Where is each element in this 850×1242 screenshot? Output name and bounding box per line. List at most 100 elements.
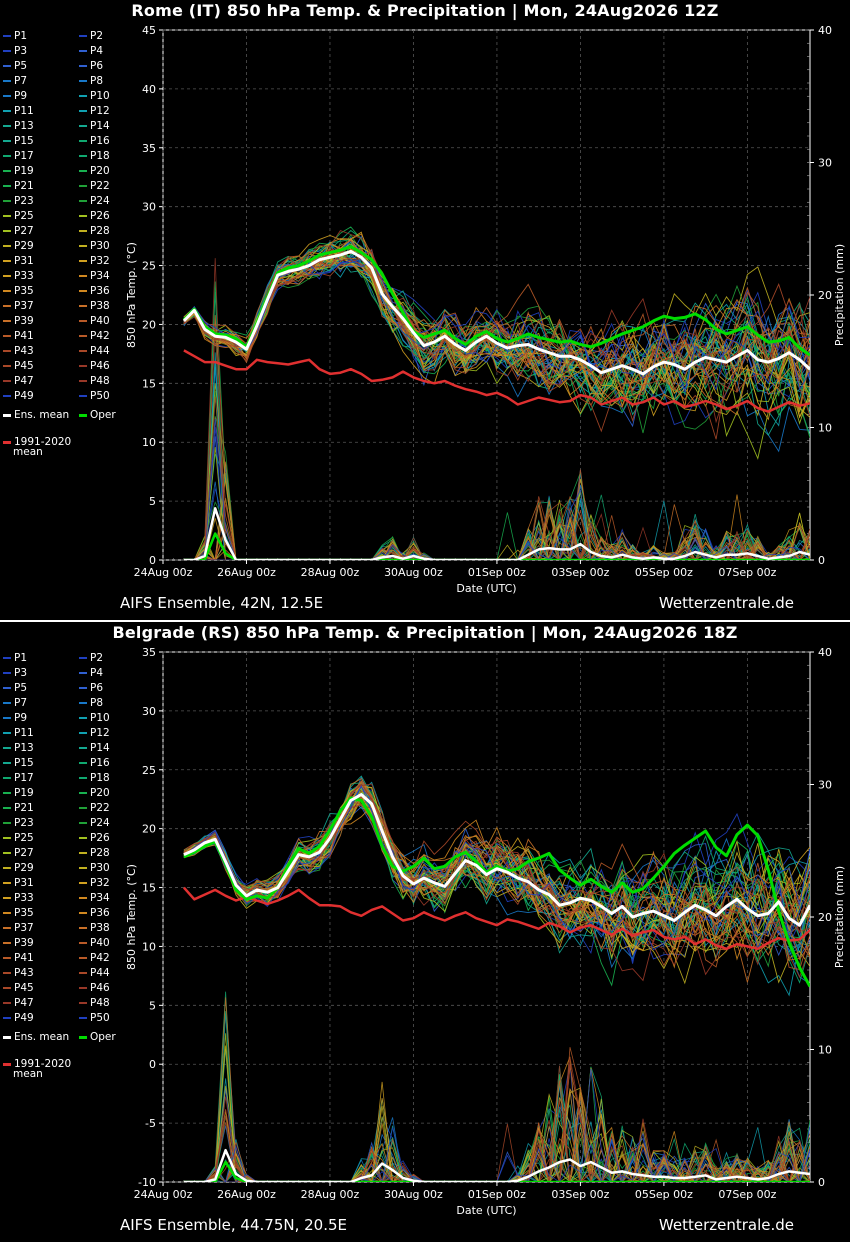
legend-label: P8 (90, 697, 104, 709)
y-axis-label: 850 hPa Temp. (°C) (125, 864, 138, 970)
legend-item-climatology: 1991-2020 mean (3, 1059, 71, 1079)
y-tick-label: 30 (142, 705, 156, 718)
legend-swatch (3, 215, 11, 217)
y2-tick-label: 30 (818, 779, 832, 792)
legend-label: P32 (90, 255, 110, 267)
legend-label: P12 (90, 105, 110, 117)
legend-swatch (3, 65, 11, 67)
legend-swatch (3, 140, 11, 142)
member-precip-P6 (183, 1126, 810, 1182)
legend-item-p25: P25 (3, 832, 34, 844)
member-line-P46 (183, 230, 810, 385)
member-precip-P42 (183, 499, 810, 560)
legend-item-p47: P47 (3, 375, 34, 387)
model-info: AIFS Ensemble, 42N, 12.5E (120, 594, 324, 612)
source-label[interactable]: Wetterzentrale.de (658, 594, 794, 612)
legend-swatch (3, 732, 11, 734)
y2-tick-label: 0 (818, 1176, 825, 1189)
legend-label: P17 (14, 150, 34, 162)
member-precip-P31 (183, 1087, 810, 1182)
legend-item-p2: P2 (79, 30, 103, 42)
x-tick-label: 07Sep 00z (718, 1188, 776, 1201)
member-line-P46 (183, 783, 810, 982)
legend-item-p50: P50 (79, 390, 110, 402)
legend-item-p17: P17 (3, 150, 34, 162)
legend-label: P15 (14, 757, 34, 769)
legend-item-p29: P29 (3, 862, 34, 874)
legend-swatch (79, 275, 87, 277)
legend-item-p21: P21 (3, 802, 34, 814)
ens-mean-precip-line (183, 507, 810, 560)
legend-swatch (3, 657, 11, 659)
member-precip-P35 (183, 494, 810, 560)
legend-swatch (3, 957, 11, 959)
y2-axis-label: Precipitation (mm) (833, 244, 846, 346)
x-tick-label: 03Sep 00z (551, 566, 609, 579)
legend-swatch (3, 155, 11, 157)
x-tick-label: 05Sep 00z (635, 1188, 693, 1201)
legend-item-p12: P12 (79, 105, 110, 117)
legend-item-p32: P32 (79, 255, 110, 267)
legend-item-p21: P21 (3, 180, 34, 192)
legend-item-p5: P5 (3, 682, 27, 694)
x-tick-label: 03Sep 00z (551, 1188, 609, 1201)
legend-item-p44: P44 (79, 967, 110, 979)
legend-swatch (79, 290, 87, 292)
legend-label: P3 (14, 667, 28, 679)
y-tick-label: 15 (142, 882, 156, 895)
x-tick-label: 30Aug 00z (384, 566, 443, 579)
legend-item-p20: P20 (79, 787, 110, 799)
legend-label: P32 (90, 877, 110, 889)
legend-item-p23: P23 (3, 817, 34, 829)
legend-label: P39 (14, 315, 34, 327)
legend-item-p37: P37 (3, 922, 34, 934)
legend-swatch (79, 777, 87, 779)
legend-label: P2 (90, 30, 104, 42)
legend-swatch (3, 837, 11, 839)
legend-item-p41: P41 (3, 330, 34, 342)
member-precip-P19 (183, 1109, 810, 1182)
legend-swatch (79, 260, 87, 262)
legend-swatch (79, 65, 87, 67)
legend-label: P49 (14, 1012, 34, 1024)
legend-item-p34: P34 (79, 270, 110, 282)
legend-swatch (79, 837, 87, 839)
legend-item-ens-mean: Ens. mean (3, 1031, 69, 1043)
legend-item-p6: P6 (79, 60, 103, 72)
legend-label: P7 (14, 697, 28, 709)
legend-item-p24: P24 (79, 195, 110, 207)
legend-swatch (79, 672, 87, 674)
y-tick-label: 15 (142, 377, 156, 390)
legend-swatch (79, 942, 87, 944)
x-tick-label: 24Aug 00z (134, 566, 193, 579)
y-tick-label: 30 (142, 201, 156, 214)
legend-item-p7: P7 (3, 697, 27, 709)
legend-label: P42 (90, 952, 110, 964)
y-tick-label: 25 (142, 260, 156, 273)
legend-item-oper: Oper (79, 1031, 116, 1043)
ens-mean-line (183, 793, 810, 927)
member-precip-P22 (183, 517, 810, 560)
x-tick-label: 28Aug 00z (301, 1188, 360, 1201)
source-label[interactable]: Wetterzentrale.de (658, 1216, 794, 1234)
legend-item-p48: P48 (79, 375, 110, 387)
legend-swatch (3, 260, 11, 262)
legend-swatch (79, 170, 87, 172)
legend-swatch (3, 942, 11, 944)
legend-item-p29: P29 (3, 240, 34, 252)
legend-swatch (3, 762, 11, 764)
legend-swatch (3, 395, 11, 397)
legend-swatch (3, 672, 11, 674)
legend-item-p27: P27 (3, 225, 34, 237)
legend-item-p2: P2 (79, 652, 103, 664)
legend-swatch (3, 927, 11, 929)
legend-item-p18: P18 (79, 772, 110, 784)
legend-item-p45: P45 (3, 982, 34, 994)
legend-swatch (3, 792, 11, 794)
legend-item-p28: P28 (79, 225, 110, 237)
legend-item-p36: P36 (79, 907, 110, 919)
legend-swatch (3, 882, 11, 884)
legend-item-p48: P48 (79, 997, 110, 1009)
legend-swatch (3, 275, 11, 277)
legend-label: P37 (14, 300, 34, 312)
